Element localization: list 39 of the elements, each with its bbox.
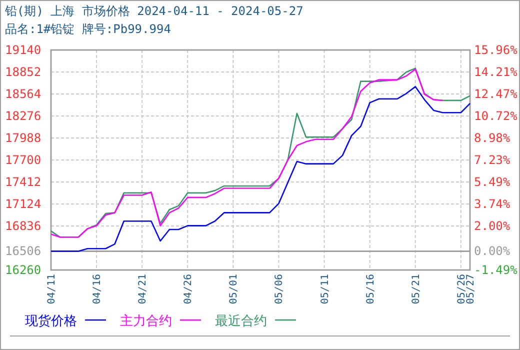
y-tick-label: 16260 <box>5 263 42 277</box>
x-tick-label: 05/01 <box>228 274 240 304</box>
y-tick-label: 19140 <box>5 43 42 57</box>
y2-tick-label: -1.49% <box>474 263 518 277</box>
x-tick-label: 04/26 <box>183 274 194 304</box>
x-tick-label: 04/11 <box>46 274 58 304</box>
y-tick-label: 17124 <box>5 197 42 211</box>
x-tick-label: 05/26 <box>456 274 468 304</box>
y2-tick-label: 15.96% <box>474 43 518 57</box>
y2-tick-label: 2.00% <box>474 219 511 233</box>
x-tick-label: 04/21 <box>138 274 149 304</box>
x-tick-label: 05/11 <box>320 274 331 304</box>
chart-title: 铅(期) 上海 市场价格 2024-04-11 - 2024-05-27 <box>4 4 304 18</box>
y-tick-label: 18564 <box>5 87 42 101</box>
y2-tick-label: 3.74% <box>474 197 511 212</box>
y2-tick-label: 12.47% <box>474 87 518 101</box>
x-tick-label: 05/27 <box>466 274 476 304</box>
y2-tick-label: 0.00% <box>474 244 511 258</box>
y-tick-label: 18276 <box>5 109 42 123</box>
y-tick-label: 17700 <box>5 153 42 167</box>
x-tick-label: 05/16 <box>365 274 376 304</box>
y-tick-label: 17412 <box>5 175 42 189</box>
legend-label: 现货价格 <box>25 314 77 329</box>
y-tick-label: 18852 <box>5 65 42 79</box>
legend-label: 最近合约 <box>215 314 267 329</box>
x-tick-label: 05/21 <box>410 274 422 304</box>
line-series <box>50 86 471 252</box>
y2-tick-label: 8.98% <box>474 131 511 145</box>
chart-subtitle: 品名:1#铅锭 牌号:Pb99.994 <box>5 22 171 36</box>
y2-tick-label: 7.23% <box>474 153 511 168</box>
y2-tick-label: 14.21% <box>474 65 518 80</box>
y-tick-label: 16836 <box>5 219 42 233</box>
y-tick-label: 16506 <box>5 244 42 258</box>
x-tick-label: 05/06 <box>274 274 286 304</box>
x-tick-label: 04/16 <box>92 274 104 304</box>
y2-tick-label: 10.72% <box>474 109 518 124</box>
y2-tick-label: 5.49% <box>474 175 511 189</box>
legend-label: 主力合约 <box>120 313 172 329</box>
y-tick-label: 17988 <box>5 131 42 145</box>
